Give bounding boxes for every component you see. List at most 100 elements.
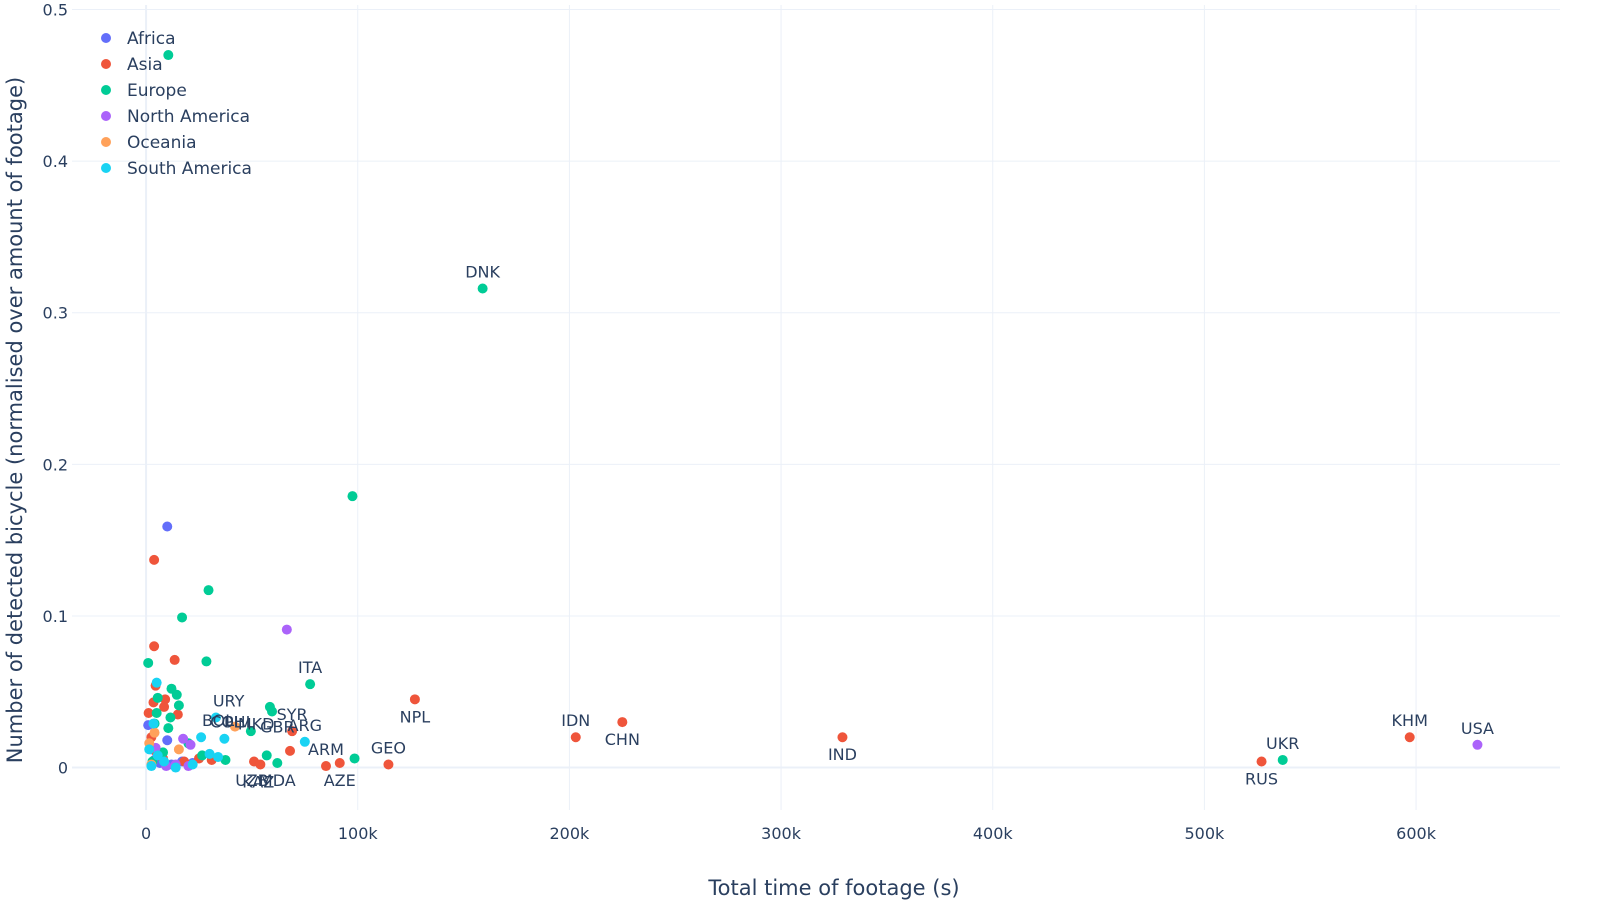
data-point[interactable]: [1277, 754, 1288, 765]
data-point[interactable]: [171, 689, 182, 700]
data-point[interactable]: [148, 718, 159, 729]
data-point[interactable]: [255, 759, 266, 770]
data-point[interactable]: [213, 751, 224, 762]
x-tick-label: 400k: [973, 824, 1014, 843]
series-asia: [143, 554, 1415, 772]
data-point[interactable]: [1472, 739, 1483, 750]
data-point[interactable]: [570, 732, 581, 743]
legend-label: South America: [127, 159, 252, 179]
data-point[interactable]: [152, 692, 163, 703]
data-point[interactable]: [143, 707, 154, 718]
data-point[interactable]: [305, 679, 316, 690]
data-point[interactable]: [159, 756, 170, 767]
zero-lines: [72, 5, 1560, 810]
data-point[interactable]: [617, 717, 628, 728]
data-point[interactable]: [349, 753, 360, 764]
data-point[interactable]: [146, 761, 157, 772]
data-point[interactable]: [299, 736, 310, 747]
data-point[interactable]: [163, 723, 174, 734]
data-point[interactable]: [177, 612, 188, 623]
data-point[interactable]: [203, 585, 214, 596]
data-point[interactable]: [287, 726, 298, 737]
data-point[interactable]: [149, 554, 160, 565]
data-point[interactable]: [178, 733, 189, 744]
point-label: AZE: [324, 771, 356, 790]
data-point[interactable]: [159, 701, 170, 712]
legend-item[interactable]: Africa: [101, 29, 176, 49]
legend-item[interactable]: South America: [101, 159, 252, 179]
legend[interactable]: Africa Asia Europe North America Oceania Sout…: [101, 29, 252, 179]
data-point[interactable]: [837, 732, 848, 743]
data-point[interactable]: [152, 750, 163, 761]
data-point[interactable]: [149, 727, 160, 738]
data-point[interactable]: [165, 712, 176, 723]
data-point[interactable]: [163, 50, 174, 61]
data-point[interactable]: [1404, 732, 1415, 743]
point-label: ARM: [308, 740, 344, 759]
data-point[interactable]: [197, 750, 208, 761]
point-label: ITA: [298, 658, 322, 677]
data-point[interactable]: [285, 745, 296, 756]
x-tick-label: 300k: [761, 824, 802, 843]
data-point[interactable]: [272, 758, 283, 769]
point-label: UKR: [1266, 734, 1299, 753]
data-point[interactable]: [173, 700, 184, 711]
data-point[interactable]: [334, 758, 345, 769]
data-point[interactable]: [409, 694, 420, 705]
data-point[interactable]: [196, 732, 207, 743]
point-label: GEO: [371, 739, 406, 758]
data-point[interactable]: [281, 624, 292, 635]
x-tick-label: 100k: [338, 824, 379, 843]
data-points: [143, 50, 1483, 773]
data-point[interactable]: [320, 761, 331, 772]
data-point[interactable]: [267, 706, 278, 717]
x-tick-label: 200k: [550, 824, 591, 843]
legend-item[interactable]: Oceania: [101, 133, 197, 153]
data-point[interactable]: [187, 759, 198, 770]
data-point[interactable]: [347, 491, 358, 502]
data-point[interactable]: [169, 654, 180, 665]
data-point[interactable]: [143, 657, 154, 668]
point-label: USA: [1461, 719, 1494, 738]
point-label: KAZ: [242, 773, 274, 792]
legend-label: Europe: [127, 81, 187, 101]
point-label: SYR: [277, 705, 308, 724]
data-point[interactable]: [170, 762, 181, 773]
data-point[interactable]: [201, 656, 212, 667]
y-tick-label: 0.2: [43, 455, 68, 474]
data-point[interactable]: [162, 521, 173, 532]
data-point[interactable]: [219, 733, 230, 744]
data-point[interactable]: [173, 744, 184, 755]
legend-label: Africa: [127, 29, 176, 49]
data-point[interactable]: [1256, 756, 1267, 767]
data-point[interactable]: [144, 744, 155, 755]
legend-marker: [101, 163, 111, 173]
legend-marker: [101, 59, 111, 69]
data-point[interactable]: [229, 721, 240, 732]
data-point[interactable]: [477, 283, 488, 294]
data-point[interactable]: [162, 735, 173, 746]
point-label: KHM: [1392, 711, 1428, 730]
legend-item[interactable]: North America: [101, 107, 250, 127]
legend-marker: [101, 111, 111, 121]
data-point[interactable]: [204, 748, 215, 759]
x-tick-label: 0: [141, 824, 151, 843]
data-point[interactable]: [383, 759, 394, 770]
data-point[interactable]: [160, 694, 171, 705]
data-point[interactable]: [245, 726, 256, 737]
legend-item[interactable]: Asia: [101, 55, 163, 75]
legend-item[interactable]: Europe: [101, 81, 187, 101]
point-label: IDN: [561, 711, 590, 730]
x-tick-label: 500k: [1184, 824, 1225, 843]
data-point[interactable]: [261, 750, 272, 761]
data-point[interactable]: [210, 712, 221, 723]
data-point[interactable]: [151, 677, 162, 688]
data-point[interactable]: [185, 739, 196, 750]
y-tick-label: 0.4: [43, 152, 68, 171]
point-label: COL: [210, 713, 243, 732]
data-point[interactable]: [151, 707, 162, 718]
legend-label: Asia: [127, 55, 163, 75]
data-point[interactable]: [149, 641, 160, 652]
